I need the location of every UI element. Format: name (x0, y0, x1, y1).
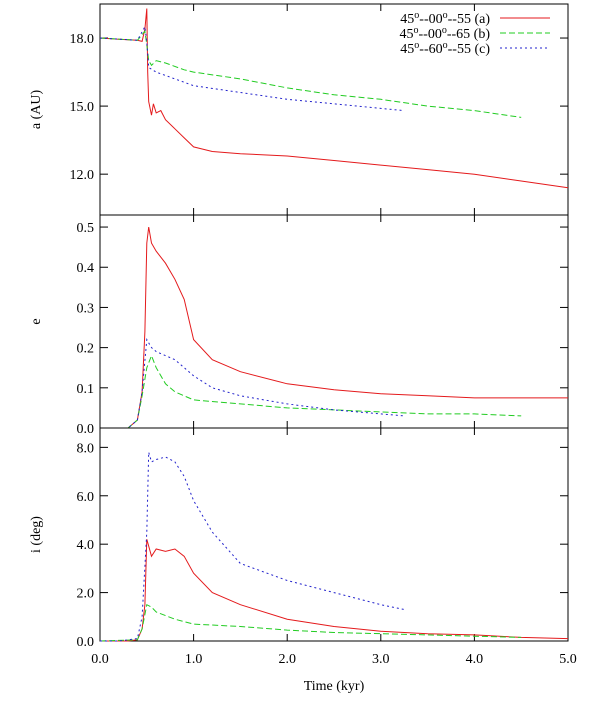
y-axis-label: a (AU) (29, 90, 44, 130)
x-tick-label: 0.0 (91, 652, 109, 667)
panel-frame (99, 214, 569, 429)
x-tick-label: 1.0 (185, 652, 203, 667)
legend-label-b: 45o--00o--65 (b) (400, 25, 491, 42)
y-tick-label: 6.0 (77, 490, 95, 505)
series-line-a (99, 8, 569, 189)
panel-frame (99, 3, 569, 216)
x-tick-label: 2.0 (278, 652, 296, 667)
series-line-c (100, 452, 405, 642)
series-line-a (100, 539, 569, 642)
x-tick-label: 5.0 (559, 652, 577, 667)
y-tick-label: 0.3 (77, 301, 95, 316)
panel-3: 0.0 2.0 4.0 6.0 8.0 i (deg) (29, 427, 569, 650)
y-tick-label: 0.2 (77, 342, 95, 357)
series-line-c (100, 338, 405, 429)
legend: 45o--00o--55 (a)45o--00o--65 (b)45o--60o… (400, 10, 550, 57)
y-tick-label: 0.4 (77, 261, 95, 276)
y-axis-label: e (29, 318, 44, 324)
x-axis-label: Time (kyr) (304, 679, 365, 694)
y-tick-label: 2.0 (77, 587, 95, 602)
y-tick-label: 8.0 (77, 441, 95, 456)
y-tick-label: 0.5 (77, 221, 95, 236)
y-tick-label: 12.0 (70, 168, 95, 183)
series-line-a (100, 227, 568, 429)
y-axis-label: i (deg) (29, 516, 44, 553)
panel-2: 0.0 0.1 0.2 0.3 0.4 0.5 e (29, 214, 569, 437)
x-axis: 0.0 1.0 2.0 3.0 4.0 5.0 Time (kyr) (91, 652, 577, 694)
panel-frame (99, 427, 569, 642)
y-tick-label: 0.1 (77, 382, 95, 397)
y-tick-label: 0.0 (77, 422, 95, 437)
y-tick-label: 4.0 (77, 538, 95, 553)
x-tick-label: 4.0 (466, 652, 484, 667)
y-tick-label: 18.0 (70, 32, 95, 47)
legend-label-a: 45o--00o--55 (a) (400, 10, 490, 27)
y-tick-label: 0.0 (77, 635, 95, 650)
x-tick-label: 3.0 (372, 652, 390, 667)
series-line-b (99, 603, 522, 642)
legend-label-c: 45o--60o--55 (c) (400, 40, 490, 57)
y-tick-label: 15.0 (70, 100, 95, 115)
series-line-b (100, 354, 522, 429)
